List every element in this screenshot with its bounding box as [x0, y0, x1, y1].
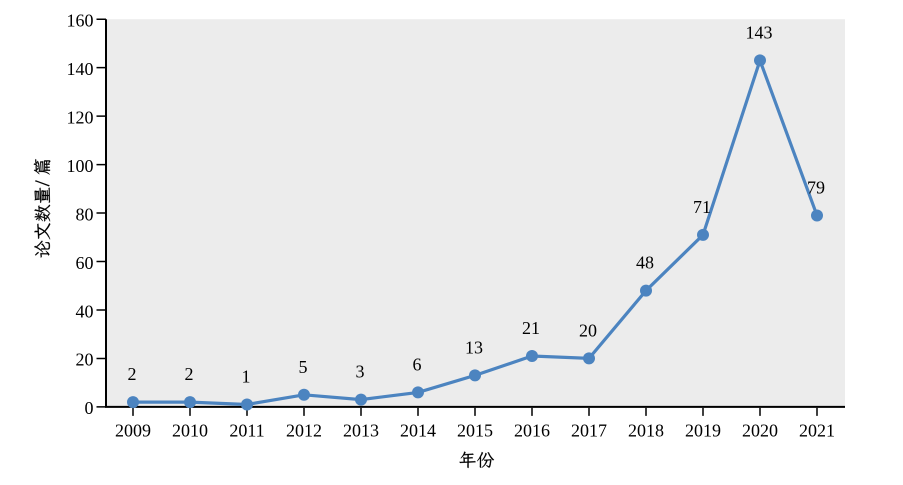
svg-text:5: 5 [299, 357, 308, 377]
svg-text:80: 80 [76, 204, 94, 224]
svg-text:2013: 2013 [343, 421, 379, 441]
svg-text:2014: 2014 [400, 421, 436, 441]
svg-text:20: 20 [579, 320, 597, 340]
svg-text:143: 143 [746, 22, 773, 42]
svg-text:2016: 2016 [514, 421, 550, 441]
svg-text:6: 6 [413, 354, 422, 374]
svg-text:2009: 2009 [115, 421, 151, 441]
svg-text:0: 0 [85, 398, 94, 418]
svg-text:100: 100 [67, 156, 94, 176]
svg-text:2011: 2011 [229, 421, 264, 441]
svg-text:3: 3 [356, 362, 365, 382]
svg-text:2018: 2018 [628, 421, 664, 441]
svg-text:2021: 2021 [799, 421, 835, 441]
svg-text:2012: 2012 [286, 421, 322, 441]
svg-text:2019: 2019 [685, 421, 721, 441]
svg-text:120: 120 [67, 107, 94, 127]
svg-text:21: 21 [522, 318, 540, 338]
svg-text:13: 13 [465, 337, 483, 357]
svg-text:60: 60 [76, 253, 94, 273]
svg-text:140: 140 [67, 59, 94, 79]
svg-text:2: 2 [128, 364, 137, 384]
svg-text:160: 160 [67, 11, 94, 31]
svg-text:2020: 2020 [742, 421, 778, 441]
svg-text:2: 2 [185, 364, 194, 384]
svg-text:2010: 2010 [172, 421, 208, 441]
svg-text:79: 79 [807, 178, 825, 198]
svg-text:40: 40 [76, 301, 94, 321]
svg-text:71: 71 [693, 197, 711, 217]
svg-text:48: 48 [636, 253, 654, 273]
svg-text:20: 20 [76, 350, 94, 370]
svg-text:2015: 2015 [457, 421, 493, 441]
svg-text:2017: 2017 [571, 421, 607, 441]
svg-text:1: 1 [242, 367, 251, 387]
